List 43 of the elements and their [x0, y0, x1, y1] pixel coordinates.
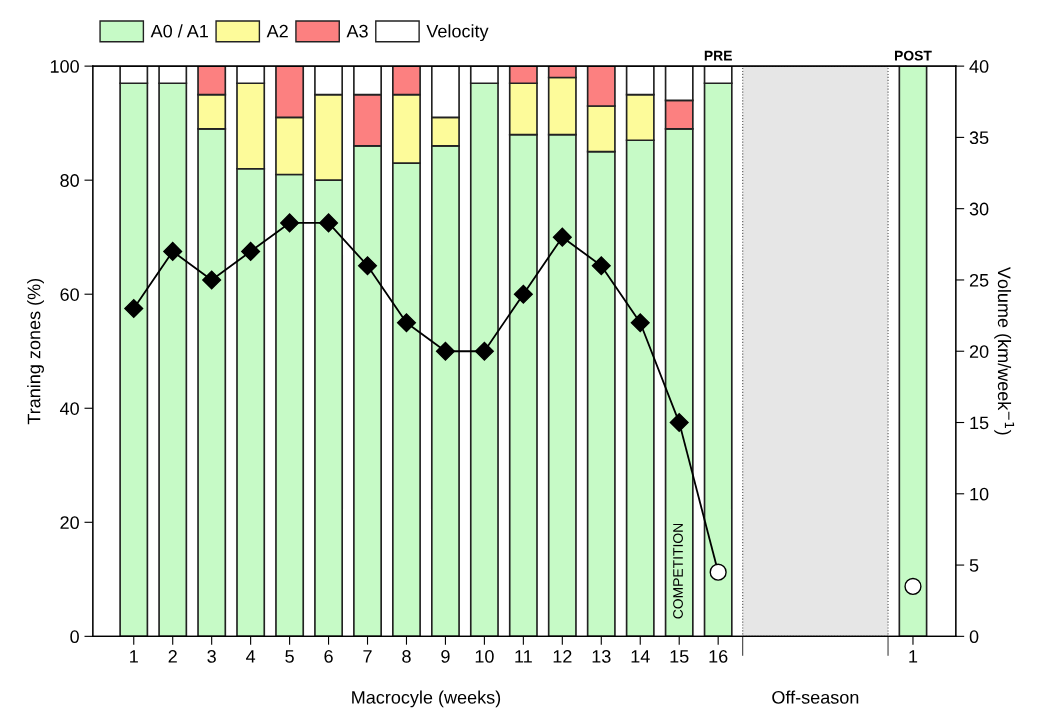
legend-label: A3 [346, 24, 368, 38]
x-axis-title: Macrocyle (weeks) [352, 690, 501, 708]
y-tick-label: 60 [60, 288, 79, 301]
x-tick-label: 3 [207, 650, 216, 663]
y2-tick-label: 0 [969, 630, 979, 644]
y2-tick-label: 35 [969, 131, 989, 145]
text: POST [894, 50, 932, 61]
x-tick-label: 16 [709, 650, 728, 663]
y2-tick-label: 25 [969, 273, 989, 287]
x-tick-label: 5 [285, 650, 294, 663]
x-tick-label: 2 [168, 650, 177, 663]
x-tick-label: 9 [441, 650, 450, 663]
legend-label: A2 [266, 24, 288, 38]
x-tick-label: 13 [592, 650, 611, 663]
y2-tick-label: 5 [969, 559, 979, 572]
x-tick-label: 1 [909, 650, 918, 663]
y2-tick-label: 15 [970, 416, 989, 430]
x-tick-label: 4 [246, 650, 256, 663]
legend-label: A0 / A1 [150, 24, 208, 38]
y2-tick-label: 20 [969, 345, 989, 358]
y2-tick-label: 10 [970, 487, 989, 501]
x-tick-label: 14 [631, 650, 650, 663]
x-tick-label: 8 [402, 650, 411, 663]
x-tick-label: 7 [363, 650, 372, 663]
y-tick-label: 20 [60, 516, 79, 530]
x-tick-label: 1 [130, 650, 138, 663]
y-axis-title: Traning zones (%) [27, 278, 44, 425]
x-tick-label: 11 [515, 650, 532, 663]
text: Off-season [772, 690, 859, 704]
x-tick-label: 10 [475, 650, 494, 663]
legend-label: Velocity [426, 24, 489, 42]
x-tick-label: 6 [324, 650, 333, 663]
annotation: COMPETITION [673, 523, 683, 619]
y-tick-label: 40 [59, 402, 79, 415]
x-tick-label: 12 [553, 650, 572, 663]
y-tick-label: 0 [70, 630, 79, 644]
y2-tick-label: 40 [969, 60, 989, 73]
annotation: PRE [704, 50, 732, 61]
y-tick-label: 80 [60, 174, 79, 187]
y2-axis-title: Volume (km/week$^{−1}$) [994, 266, 1015, 435]
y-tick-label: 100 [50, 60, 79, 73]
x-tick-label: 15 [670, 650, 689, 663]
y2-tick-label: 30 [969, 202, 989, 216]
